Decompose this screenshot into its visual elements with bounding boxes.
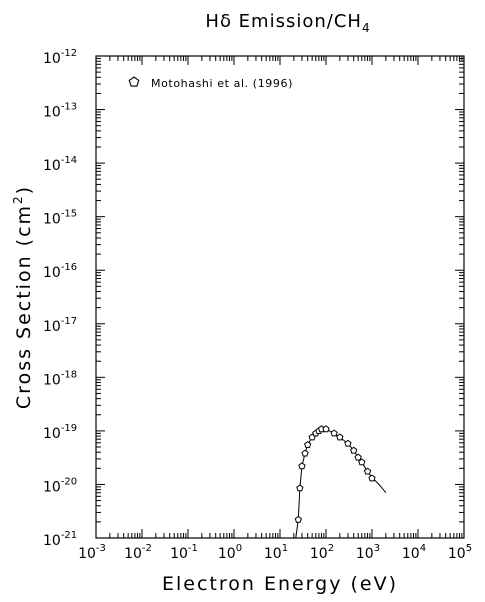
y-tick-label: 10-13 [43, 102, 77, 121]
y-axis-ticks [96, 55, 464, 539]
y-tick-label: 10-16 [43, 262, 77, 281]
x-axis-label: Electron Energy (eV) [162, 573, 398, 595]
x-tick-label: 105 [448, 543, 472, 562]
data-point [358, 458, 366, 466]
data-point [296, 484, 304, 492]
data-point [322, 425, 330, 433]
x-tick-label: 10-1 [170, 543, 198, 562]
chart-title: Hδ Emission/CH4 [205, 11, 370, 35]
y-axis-label: Cross Section (cm2) [11, 185, 35, 409]
data-point [354, 453, 362, 461]
y-axis-label-superscript: 2 [11, 194, 25, 204]
y-tick-label: 10-17 [43, 316, 77, 335]
x-tick-label: 101 [264, 543, 288, 562]
y-tick-label: 10-15 [43, 209, 77, 228]
data-point [363, 467, 372, 475]
x-axis-ticks [95, 56, 465, 538]
data-point [330, 429, 338, 437]
data-point [301, 449, 309, 457]
y-tick-label: 10-14 [43, 155, 77, 174]
legend-marker-pentagon [128, 76, 140, 87]
data-point [298, 462, 306, 470]
data-point [294, 515, 302, 523]
y-axis-label-end: ) [13, 185, 35, 194]
x-tick-label: 102 [310, 543, 334, 562]
y-tick-label: 10-12 [43, 48, 77, 67]
data-point [350, 446, 358, 454]
chart-title-subscript: 4 [362, 21, 371, 35]
y-axis-tick-labels: 10-21 10-20 10-19 10-18 10-17 10-16 10-15 10-14… [43, 48, 77, 549]
legend-label: Motohashi et al. (1996) [151, 77, 293, 90]
x-tick-label: 10-3 [78, 543, 106, 562]
y-tick-label: 10-18 [43, 369, 77, 388]
data-point [304, 440, 312, 448]
x-tick-label: 103 [356, 543, 380, 562]
legend: Motohashi et al. (1996) [128, 76, 293, 90]
y-tick-label: 10-19 [43, 423, 77, 442]
data-point [344, 439, 352, 447]
x-axis-tick-labels: 10-3 10-2 10-1 100 101 102 103 104 105 [78, 543, 472, 562]
x-tick-label: 10-2 [124, 543, 152, 562]
series-layer [294, 425, 387, 539]
data-point [336, 433, 344, 441]
y-tick-label: 10-20 [43, 476, 77, 495]
x-tick-label: 104 [402, 543, 426, 562]
y-tick-label: 10-21 [43, 530, 77, 549]
x-tick-label: 100 [218, 543, 242, 562]
plot-frame [95, 55, 465, 539]
y-axis-label-main: Cross Section (cm [13, 204, 35, 409]
data-point [368, 474, 376, 482]
chart-title-main: Hδ Emission/CH [205, 11, 362, 32]
